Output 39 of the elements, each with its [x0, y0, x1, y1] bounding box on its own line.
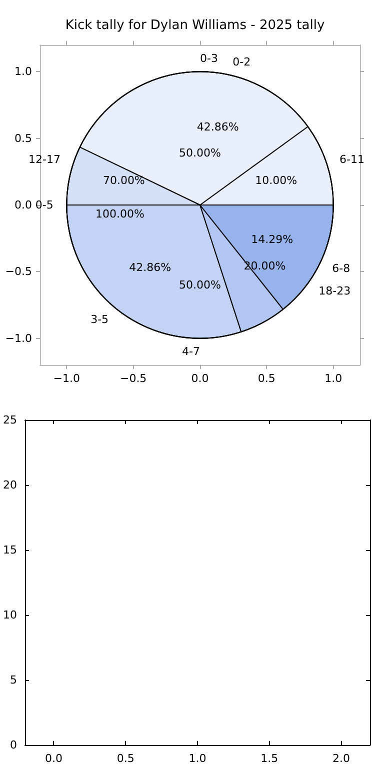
data-label: 50.00%	[179, 146, 221, 160]
slice-label: 12-17	[28, 153, 61, 166]
y-tick-label: 5	[10, 674, 17, 686]
x-tick-label: 1.0	[324, 372, 342, 385]
x-tick-label: 0.0	[191, 372, 209, 385]
x-tick-label: 1.0	[188, 752, 206, 765]
slice-label: 0-2	[232, 56, 251, 69]
x-tick-label: 0.0	[44, 752, 62, 765]
y-tick-label: 0.0	[14, 198, 32, 212]
data-label: 42.86%	[196, 120, 239, 134]
x-tick-label: −1.0	[53, 372, 80, 385]
y-tick-label: 0.5	[14, 132, 32, 145]
data-label: 50.00%	[179, 278, 221, 292]
slice-label: 3-5	[90, 313, 109, 326]
slice-label: 6-8	[332, 262, 350, 276]
y-tick-label: 1.0	[14, 65, 32, 78]
y-tick-label: 20	[2, 478, 17, 492]
slice-label: 6-11	[339, 153, 364, 166]
y-tick-label: 25	[2, 414, 17, 426]
y-tick-label: 15	[2, 544, 17, 556]
slice-label: 0-3	[200, 52, 218, 65]
data-label: 100.00%	[96, 208, 144, 220]
data-label: 10.00%	[255, 174, 298, 187]
chart-title: Kick tally for Dylan Williams - 2025 tally	[65, 18, 325, 33]
data-label: 70.00%	[102, 174, 145, 187]
slice-label: 0-5	[35, 198, 54, 212]
y-tick-label: −0.5	[5, 265, 32, 278]
y-tick-label: 0	[10, 738, 17, 752]
x-tick-label: 2.0	[332, 752, 350, 765]
data-label: 14.29%	[251, 233, 294, 246]
x-tick-label: 0.5	[258, 372, 276, 385]
slice-label: 4-7	[182, 345, 200, 358]
x-tick-label: 0.5	[116, 752, 134, 765]
x-tick-label: 1.5	[260, 752, 278, 765]
slice-label: 18-23	[318, 284, 351, 298]
data-label: 42.86%	[129, 261, 172, 274]
y-tick-label: −1.0	[5, 332, 32, 345]
x-tick-label: −0.5	[120, 372, 147, 385]
y-tick-label: 10	[2, 608, 17, 622]
